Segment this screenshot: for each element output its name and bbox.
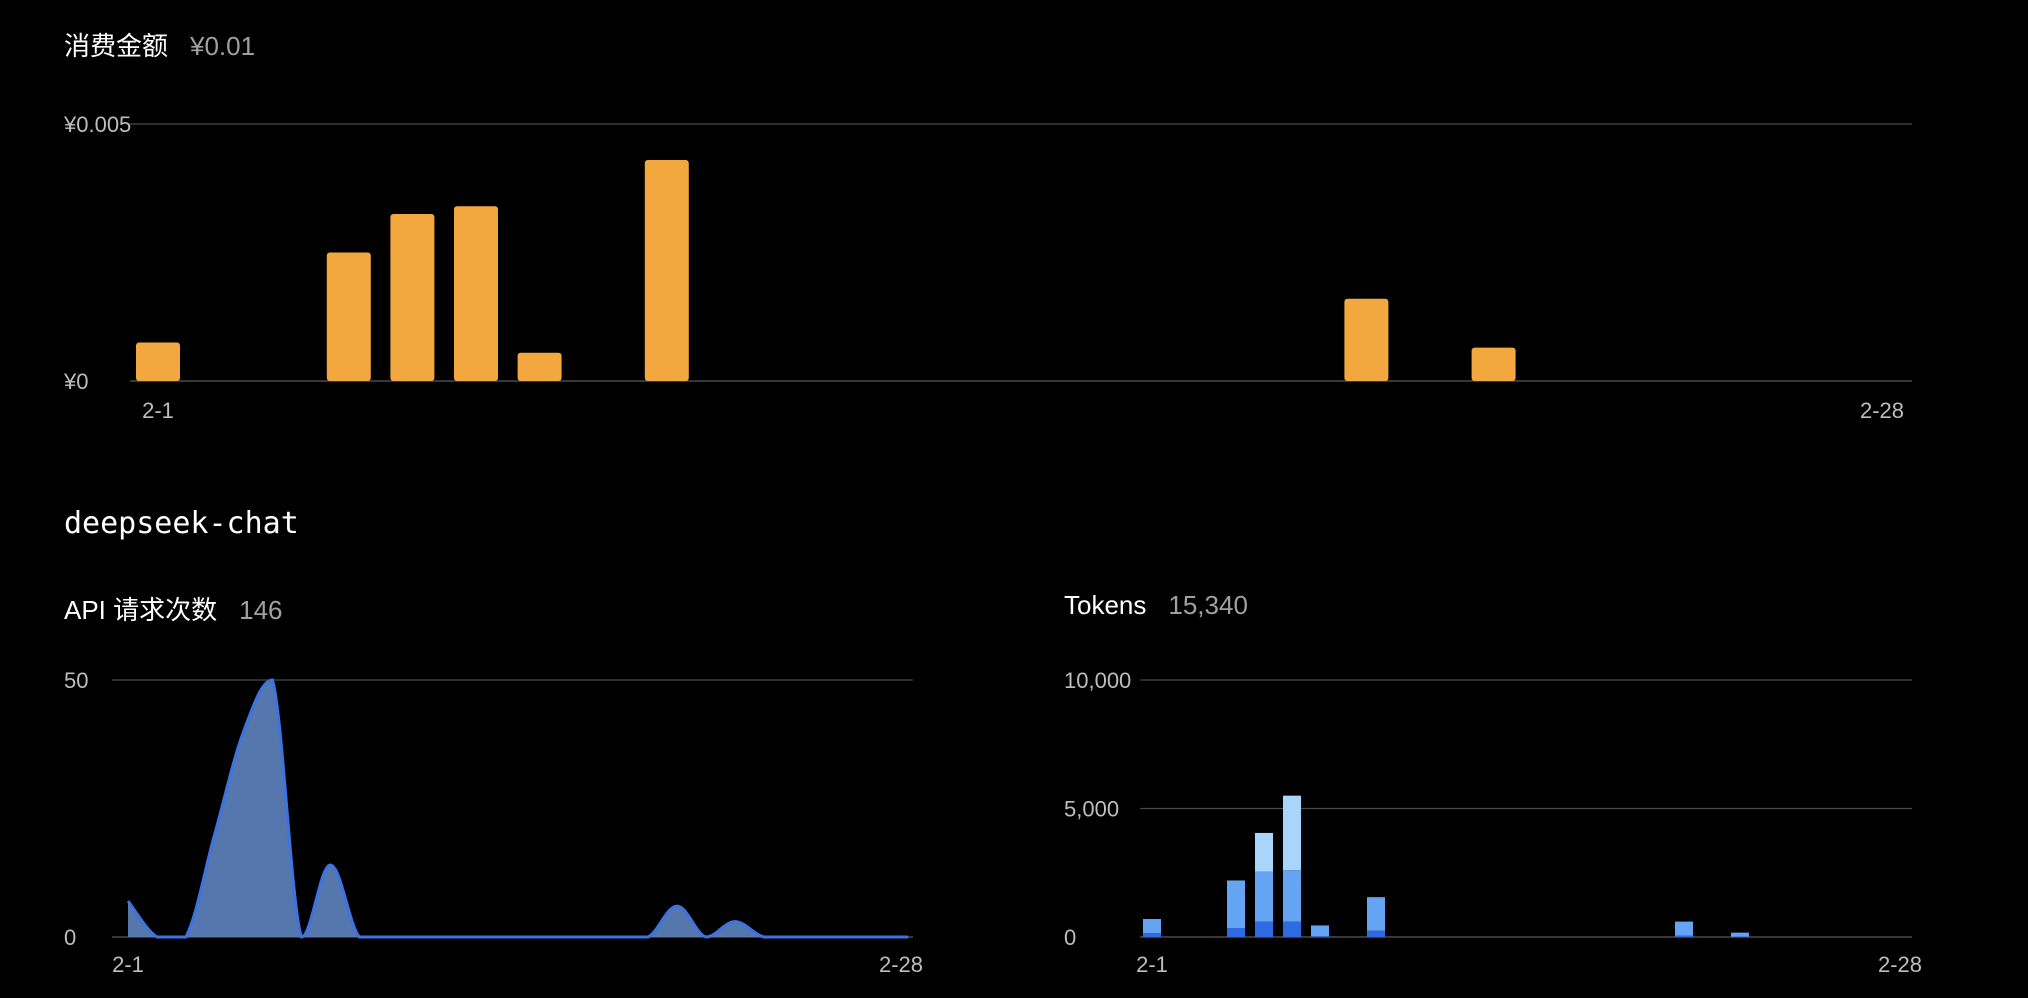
tokens-bar-segment	[1227, 928, 1245, 937]
cost-x-end-label: 2-28	[1860, 398, 1904, 423]
tokens-bar-segment	[1311, 925, 1329, 937]
requests-area	[128, 680, 909, 937]
requests-header: API 请求次数 146	[64, 590, 283, 627]
requests-total: 146	[239, 595, 283, 625]
tokens-bar-segment	[1255, 832, 1273, 872]
cost-bar	[1344, 298, 1389, 381]
tokens-bar-segment	[1367, 897, 1385, 931]
tokens-header: Tokens 15,340	[1064, 590, 1248, 621]
cost-bar	[644, 159, 689, 381]
tokens-x-end-label: 2-28	[1878, 952, 1922, 977]
tokens-bar-segment	[1283, 921, 1301, 937]
tokens-bar-segment	[1283, 870, 1301, 922]
requests-x-start-label: 2-1	[112, 952, 144, 977]
tokens-bar-segment	[1143, 933, 1161, 937]
tokens-ytick-label: 0	[1064, 925, 1076, 950]
tokens-bar-segment	[1731, 932, 1749, 937]
tokens-bar-segment	[1255, 871, 1273, 922]
cost-total: ¥0.01	[190, 31, 256, 61]
requests-line	[126, 678, 909, 939]
cost-bar	[390, 213, 435, 381]
tokens-ytick-label: 10,000	[1064, 668, 1131, 693]
requests-label: API 请求次数	[64, 595, 218, 625]
tokens-bar-segment	[1675, 935, 1693, 937]
tokens-bar-segment	[1311, 936, 1329, 937]
cost-ytick-label: ¥0.005	[63, 112, 131, 137]
cost-x-start-label: 2-1	[142, 398, 174, 423]
tokens-bar-segment	[1367, 930, 1385, 937]
tokens-total: 15,340	[1168, 590, 1248, 620]
cost-ytick-label: ¥0	[63, 369, 88, 394]
tokens-bar-segment	[1227, 880, 1245, 929]
cost-bar	[136, 342, 180, 381]
tokens-bar-segment	[1283, 795, 1301, 871]
tokens-x-start-label: 2-1	[1136, 952, 1168, 977]
cost-header: 消费金额 ¥0.01	[64, 26, 255, 63]
cost-label: 消费金额	[64, 31, 169, 61]
model-name: deepseek-chat	[64, 506, 299, 541]
tokens-ytick-label: 5,000	[1064, 797, 1119, 822]
tokens-bar-segment	[1255, 921, 1273, 937]
tokens-bar-segment	[1143, 919, 1161, 934]
tokens-bar-segment	[1675, 921, 1693, 936]
cost-bar	[1471, 347, 1516, 381]
cost-bar	[326, 252, 371, 381]
requests-ytick-label: 50	[64, 668, 88, 693]
tokens-bar-segment	[1731, 936, 1749, 937]
cost-bar	[517, 352, 562, 381]
cost-bar	[454, 206, 498, 381]
requests-x-end-label: 2-28	[879, 952, 923, 977]
tokens-label: Tokens	[1064, 590, 1147, 620]
requests-ytick-label: 0	[64, 925, 76, 950]
